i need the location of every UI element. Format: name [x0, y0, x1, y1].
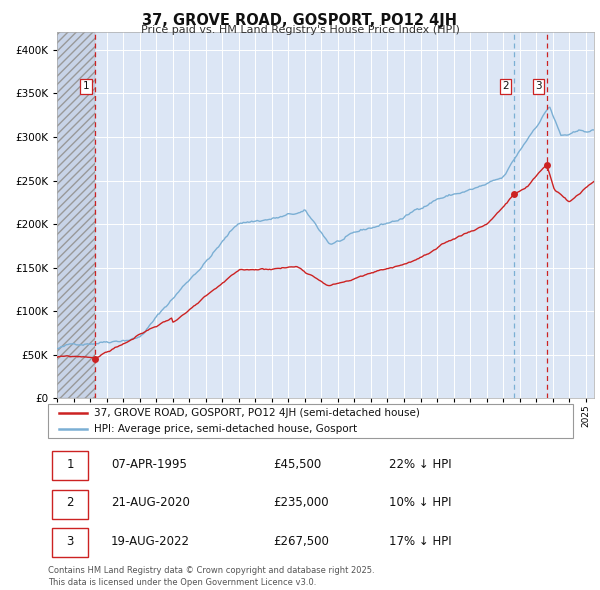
Text: 21-AUG-2020: 21-AUG-2020: [111, 496, 190, 510]
Text: £267,500: £267,500: [274, 535, 329, 548]
Text: 22% ↓ HPI: 22% ↓ HPI: [389, 458, 452, 471]
Text: 3: 3: [67, 535, 74, 548]
Bar: [52, 490, 88, 519]
Text: £235,000: £235,000: [274, 496, 329, 510]
Text: Price paid vs. HM Land Registry's House Price Index (HPI): Price paid vs. HM Land Registry's House …: [140, 25, 460, 35]
Text: 37, GROVE ROAD, GOSPORT, PO12 4JH: 37, GROVE ROAD, GOSPORT, PO12 4JH: [143, 13, 458, 28]
Text: Contains HM Land Registry data © Crown copyright and database right 2025.
This d: Contains HM Land Registry data © Crown c…: [48, 566, 374, 587]
Bar: [52, 529, 88, 558]
Text: 19-AUG-2022: 19-AUG-2022: [111, 535, 190, 548]
Text: HPI: Average price, semi-detached house, Gosport: HPI: Average price, semi-detached house,…: [94, 424, 358, 434]
Text: 2: 2: [66, 496, 74, 510]
Text: 07-APR-1995: 07-APR-1995: [111, 458, 187, 471]
Text: 1: 1: [66, 458, 74, 471]
Text: 10% ↓ HPI: 10% ↓ HPI: [389, 496, 452, 510]
Text: 1: 1: [83, 81, 89, 91]
Text: 2: 2: [502, 81, 509, 91]
Bar: [52, 451, 88, 480]
Text: 3: 3: [535, 81, 542, 91]
Bar: [57, 32, 95, 398]
Text: 17% ↓ HPI: 17% ↓ HPI: [389, 535, 452, 548]
Text: 37, GROVE ROAD, GOSPORT, PO12 4JH (semi-detached house): 37, GROVE ROAD, GOSPORT, PO12 4JH (semi-…: [94, 408, 420, 418]
Text: £45,500: £45,500: [274, 458, 322, 471]
